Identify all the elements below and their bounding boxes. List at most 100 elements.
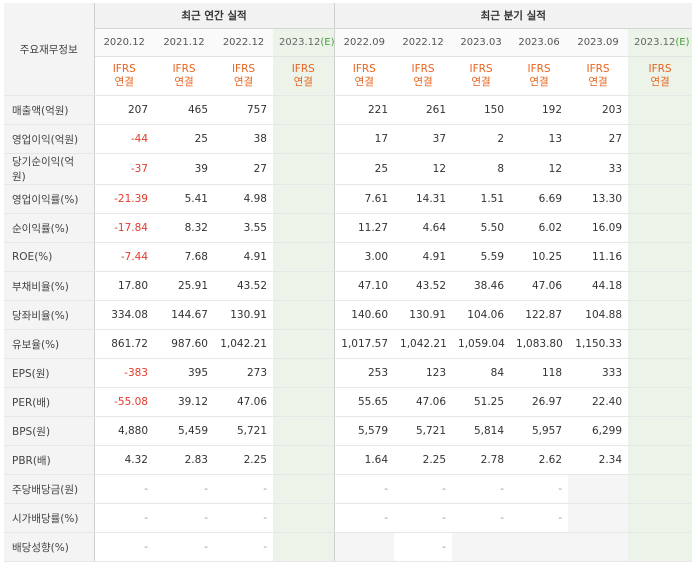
- value-cell: [510, 532, 569, 562]
- value-cell: 1,150.33: [568, 329, 629, 359]
- value-cell: -21.39: [94, 184, 154, 214]
- consolidated-label: 연결: [529, 76, 549, 88]
- period-header: 2023.09: [568, 28, 629, 57]
- value-cell: 334.08: [94, 300, 154, 330]
- value-cell: -: [394, 503, 453, 533]
- value-cell: 1,083.80: [510, 329, 569, 359]
- value-cell: 47.10: [333, 271, 395, 301]
- ifrs-label: IFRS: [291, 63, 315, 75]
- value-cell: [628, 124, 693, 154]
- value-cell: 3.00: [333, 242, 395, 272]
- value-cell: [628, 503, 693, 533]
- value-cell: [628, 95, 693, 125]
- period-label: 2022.09: [343, 37, 385, 48]
- value-cell: 123: [394, 358, 453, 388]
- period-header: 2022.12: [394, 28, 453, 57]
- period-header: 2023.03: [452, 28, 511, 57]
- ifrs-badge: IFRS 연결: [628, 56, 693, 96]
- value-cell: 144.67: [154, 300, 214, 330]
- value-cell: [273, 329, 335, 359]
- value-cell: 140.60: [333, 300, 395, 330]
- period-header: 2020.12: [94, 28, 154, 57]
- value-cell: [628, 474, 693, 504]
- period-label: 2021.12: [163, 37, 205, 48]
- value-cell: -: [510, 503, 569, 533]
- ifrs-label: IFRS: [172, 63, 196, 75]
- row-label: 순이익률(%): [4, 213, 95, 243]
- period-label: 2023.03: [460, 37, 502, 48]
- value-cell: 2: [452, 124, 511, 154]
- period-label: 2022.12: [222, 37, 265, 48]
- group-header-row: 주요재무정보 최근 연간 실적 최근 분기 실적: [4, 3, 693, 96]
- value-cell: 12: [394, 153, 453, 185]
- value-cell: 333: [568, 358, 629, 388]
- row-label: 부채비율(%): [4, 271, 95, 301]
- value-cell: [628, 387, 693, 417]
- table-row: PER(배) -55.08 39.12 47.06 55.65 47.06 51.25 26.…: [4, 387, 693, 417]
- table-row: EPS(원) -383 395 273 253 123 84 118 333: [4, 358, 693, 388]
- value-cell: 2.83: [154, 445, 214, 475]
- table-row: 시가배당률(%) - - - - - - -: [4, 503, 693, 533]
- table-row: 부채비율(%) 17.80 25.91 43.52 47.10 43.52 38.46 47.…: [4, 271, 693, 301]
- value-cell: [273, 474, 335, 504]
- value-cell: -383: [94, 358, 154, 388]
- value-cell: [568, 503, 629, 533]
- value-cell: 55.65: [333, 387, 395, 417]
- table-row: PBR(배) 4.32 2.83 2.25 1.64 2.25 2.78 2.62 2.34: [4, 445, 693, 475]
- table-row: 주당배당금(원) - - - - - - -: [4, 474, 693, 504]
- period-header: 2023.12(E): [628, 28, 693, 57]
- value-cell: -: [154, 503, 214, 533]
- value-cell: 25: [333, 153, 395, 185]
- consolidated-label: 연결: [354, 76, 374, 88]
- period-header: 2022.09: [333, 28, 395, 57]
- value-cell: [273, 95, 335, 125]
- value-cell: 14.31: [394, 184, 453, 214]
- value-cell: 122.87: [510, 300, 569, 330]
- value-cell: 4,880: [94, 416, 154, 446]
- value-cell: -: [394, 532, 453, 562]
- value-cell: [628, 271, 693, 301]
- value-cell: 47.06: [214, 387, 273, 417]
- value-cell: 861.72: [94, 329, 154, 359]
- row-label: 시가배당률(%): [4, 503, 95, 533]
- value-cell: [273, 213, 335, 243]
- value-cell: 84: [452, 358, 511, 388]
- value-cell: 221: [333, 95, 395, 125]
- value-cell: 130.91: [394, 300, 453, 330]
- value-cell: [628, 213, 693, 243]
- row-label: 당기순이익(억원): [4, 153, 95, 185]
- value-cell: -37: [94, 153, 154, 185]
- value-cell: 5.41: [154, 184, 214, 214]
- value-cell: -: [333, 474, 395, 504]
- value-cell: 465: [154, 95, 214, 125]
- period-header-row: 2020.12 2021.12 2022.12 2023.12(E) 2022.09 20…: [4, 28, 693, 57]
- value-cell: [273, 300, 335, 330]
- value-cell: 26.97: [510, 387, 569, 417]
- value-cell: [568, 532, 629, 562]
- row-label: 당좌비율(%): [4, 300, 95, 330]
- value-cell: [628, 184, 693, 214]
- value-cell: 1.64: [333, 445, 395, 475]
- value-cell: 2.78: [452, 445, 511, 475]
- consolidated-label: 연결: [413, 76, 433, 88]
- value-cell: 1,017.57: [333, 329, 395, 359]
- value-cell: -: [452, 474, 511, 504]
- value-cell: 4.91: [394, 242, 453, 272]
- value-cell: 5.59: [452, 242, 511, 272]
- value-cell: [333, 532, 395, 562]
- period-label: 2023.06: [518, 37, 560, 48]
- value-cell: 11.27: [333, 213, 395, 243]
- period-label: 2020.12: [103, 37, 145, 48]
- estimate-marker: (E): [675, 37, 690, 48]
- estimate-marker: (E): [320, 37, 335, 48]
- ifrs-label: IFRS: [231, 63, 256, 75]
- value-cell: 51.25: [452, 387, 511, 417]
- table-row: ROE(%) -7.44 7.68 4.91 3.00 4.91 5.59 10.25 11.1…: [4, 242, 693, 272]
- value-cell: 395: [154, 358, 214, 388]
- value-cell: 6,299: [568, 416, 629, 446]
- value-cell: [273, 184, 335, 214]
- row-label: PBR(배): [4, 445, 95, 475]
- value-cell: [628, 300, 693, 330]
- value-cell: -: [214, 474, 273, 504]
- value-cell: 1.51: [452, 184, 511, 214]
